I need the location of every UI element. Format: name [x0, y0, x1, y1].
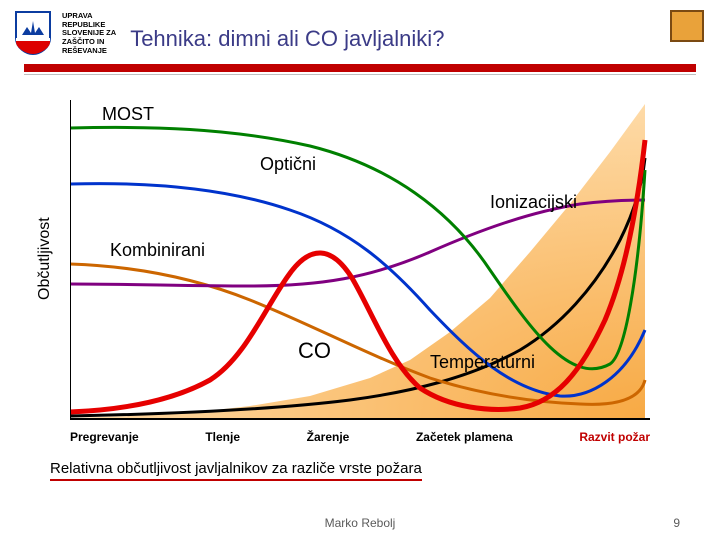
flame-area [70, 104, 645, 418]
stage-4: Začetek plamena [416, 430, 513, 444]
label-most: MOST [102, 104, 154, 125]
page-number: 9 [673, 516, 680, 530]
header: UPRAVA REPUBLIKE SLOVENIJE ZA ZAŠČITO IN… [0, 0, 720, 75]
label-kombinirani: Kombinirani [110, 240, 205, 261]
stage-2: Tlenje [205, 430, 240, 444]
sponsor-logo-icon [670, 10, 704, 42]
x-axis-stages: Pregrevanje Tlenje Žarenje Začetek plame… [70, 430, 650, 444]
label-co: CO [298, 338, 331, 364]
footer-author: Marko Rebolj [0, 516, 720, 530]
org-name: UPRAVA REPUBLIKE SLOVENIJE ZA ZAŠČITO IN… [62, 10, 116, 55]
slovenia-shield-icon [12, 10, 54, 56]
stage-5: Razvit požar [579, 430, 650, 444]
sensitivity-chart: MOST Optični Ionizacijski Kombinirani CO… [70, 100, 650, 420]
y-axis-label: Občutljivost [36, 217, 54, 300]
header-row: UPRAVA REPUBLIKE SLOVENIJE ZA ZAŠČITO IN… [12, 10, 708, 56]
header-divider [24, 64, 696, 72]
label-opticni: Optični [260, 154, 316, 175]
label-temperaturni: Temperaturni [430, 352, 535, 373]
header-thin-divider [24, 74, 696, 75]
stage-1: Pregrevanje [70, 430, 139, 444]
label-ionizacijski: Ionizacijski [490, 192, 577, 213]
chart-caption: Relativna občutljivost javljalnikov za r… [50, 460, 422, 481]
stage-3: Žarenje [307, 430, 350, 444]
page-title: Tehnika: dimni ali CO javljalniki? [124, 10, 708, 52]
